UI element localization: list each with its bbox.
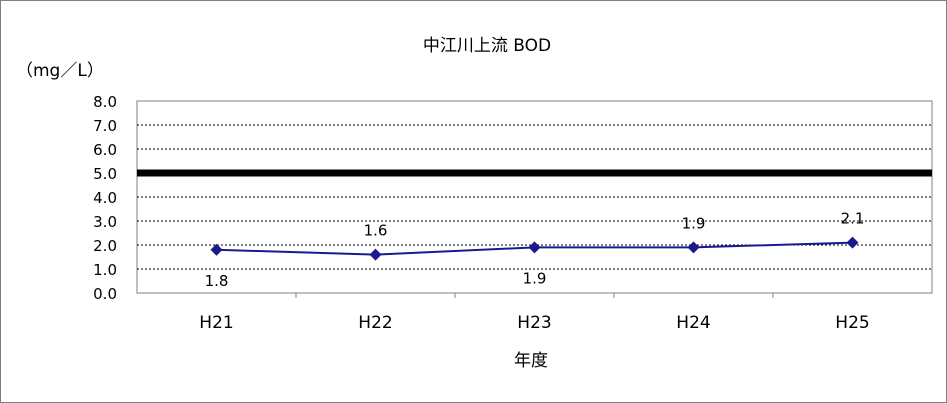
y-tick-label: 8.0 <box>93 93 117 111</box>
y-tick-label: 2.0 <box>93 237 117 255</box>
data-point <box>528 241 541 254</box>
data-label: 1.6 <box>364 222 388 240</box>
x-tick-label: H21 <box>199 313 233 333</box>
x-axis-label: 年度 <box>514 351 548 371</box>
y-tick-label: 6.0 <box>93 141 117 159</box>
data-label: 1.9 <box>523 269 547 287</box>
data-point <box>846 236 859 249</box>
y-tick-label: 0.0 <box>93 285 117 303</box>
data-label: 1.8 <box>205 272 229 290</box>
y-tick-label: 7.0 <box>93 117 117 135</box>
x-tick-label: H24 <box>676 313 710 333</box>
x-tick-label: H22 <box>358 313 392 333</box>
data-point <box>210 243 223 256</box>
series-group <box>210 236 859 261</box>
data-label: 2.1 <box>841 210 865 228</box>
y-tick-label: 1.0 <box>93 261 117 279</box>
data-label: 1.9 <box>682 214 706 232</box>
data-point <box>369 248 382 261</box>
y-tick-label: 5.0 <box>93 165 117 183</box>
x-tick-labels: H21 H22 H23 H24 H25 <box>199 293 870 333</box>
y-tick-label: 3.0 <box>93 213 117 231</box>
chart-title: 中江川上流 BOD <box>423 36 551 56</box>
x-tick-label: H23 <box>517 313 551 333</box>
y-axis-label: （mg／L） <box>16 61 104 81</box>
y-tick-labels: 0.0 1.0 2.0 3.0 4.0 5.0 6.0 7.0 8.0 <box>93 93 117 303</box>
data-point <box>687 241 700 254</box>
x-tick-label: H25 <box>835 313 869 333</box>
y-tick-label: 4.0 <box>93 189 117 207</box>
data-labels: 1.8 1.6 1.9 1.9 2.1 <box>205 210 865 290</box>
